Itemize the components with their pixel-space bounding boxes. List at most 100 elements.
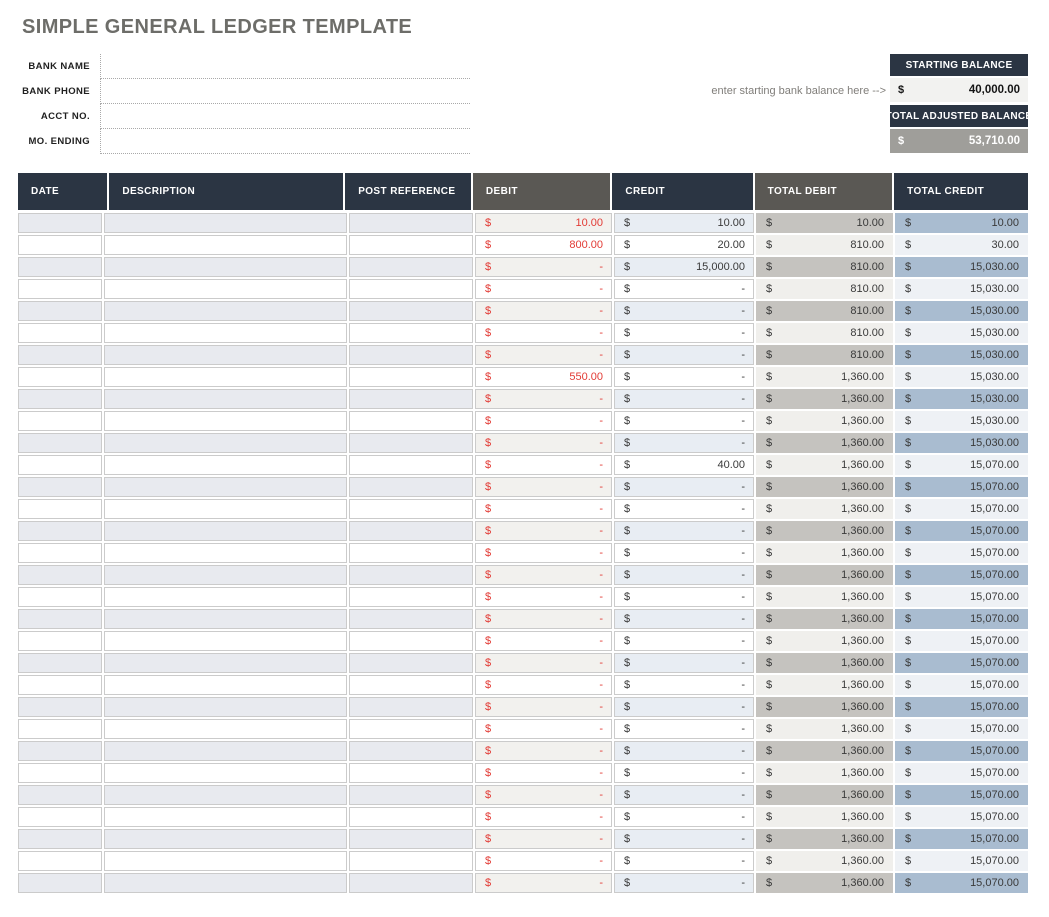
- cell-date[interactable]: [18, 257, 102, 277]
- cell-post-reference[interactable]: [349, 565, 473, 585]
- cell-total-debit[interactable]: $ 810.00: [756, 301, 893, 321]
- cell-description[interactable]: [104, 521, 347, 541]
- cell-credit[interactable]: $ -: [614, 279, 754, 299]
- cell-total-credit[interactable]: $ 15,070.00: [895, 477, 1028, 497]
- cell-debit[interactable]: $ -: [475, 499, 612, 519]
- cell-post-reference[interactable]: [349, 697, 473, 717]
- cell-debit[interactable]: $ -: [475, 653, 612, 673]
- cell-debit[interactable]: $ 800.00: [475, 235, 612, 255]
- cell-post-reference[interactable]: [349, 543, 473, 563]
- cell-post-reference[interactable]: [349, 213, 473, 233]
- cell-credit[interactable]: $ -: [614, 697, 754, 717]
- cell-credit[interactable]: $ -: [614, 763, 754, 783]
- cell-description[interactable]: [104, 279, 347, 299]
- cell-post-reference[interactable]: [349, 301, 473, 321]
- cell-debit[interactable]: $ -: [475, 411, 612, 431]
- cell-credit[interactable]: $ -: [614, 587, 754, 607]
- cell-post-reference[interactable]: [349, 477, 473, 497]
- cell-debit[interactable]: $ -: [475, 389, 612, 409]
- cell-credit[interactable]: $ -: [614, 741, 754, 761]
- cell-date[interactable]: [18, 301, 102, 321]
- cell-debit[interactable]: $ -: [475, 697, 612, 717]
- cell-post-reference[interactable]: [349, 653, 473, 673]
- cell-debit[interactable]: $ -: [475, 851, 612, 871]
- cell-credit[interactable]: $ 10.00: [614, 213, 754, 233]
- cell-total-debit[interactable]: $ 1,360.00: [756, 653, 893, 673]
- cell-credit[interactable]: $ -: [614, 675, 754, 695]
- cell-credit[interactable]: $ -: [614, 631, 754, 651]
- cell-description[interactable]: [104, 543, 347, 563]
- cell-credit[interactable]: $ 20.00: [614, 235, 754, 255]
- mo-ending-field[interactable]: [100, 129, 470, 154]
- cell-description[interactable]: [104, 851, 347, 871]
- cell-post-reference[interactable]: [349, 235, 473, 255]
- cell-description[interactable]: [104, 345, 347, 365]
- cell-date[interactable]: [18, 345, 102, 365]
- bank-name-field[interactable]: [100, 54, 470, 79]
- cell-date[interactable]: [18, 411, 102, 431]
- cell-total-debit[interactable]: $ 810.00: [756, 323, 893, 343]
- cell-debit[interactable]: $ -: [475, 521, 612, 541]
- cell-description[interactable]: [104, 807, 347, 827]
- cell-total-debit[interactable]: $ 1,360.00: [756, 609, 893, 629]
- cell-total-credit[interactable]: $ 15,030.00: [895, 433, 1028, 453]
- cell-post-reference[interactable]: [349, 873, 473, 893]
- cell-description[interactable]: [104, 499, 347, 519]
- cell-post-reference[interactable]: [349, 367, 473, 387]
- cell-description[interactable]: [104, 455, 347, 475]
- cell-credit[interactable]: $ -: [614, 873, 754, 893]
- cell-post-reference[interactable]: [349, 411, 473, 431]
- cell-debit[interactable]: $ -: [475, 257, 612, 277]
- cell-description[interactable]: [104, 653, 347, 673]
- cell-description[interactable]: [104, 367, 347, 387]
- cell-post-reference[interactable]: [349, 609, 473, 629]
- cell-total-credit[interactable]: $ 15,070.00: [895, 653, 1028, 673]
- cell-debit[interactable]: $ -: [475, 609, 612, 629]
- cell-total-credit[interactable]: $ 15,070.00: [895, 675, 1028, 695]
- cell-credit[interactable]: $ -: [614, 367, 754, 387]
- cell-debit[interactable]: $ -: [475, 543, 612, 563]
- cell-date[interactable]: [18, 851, 102, 871]
- cell-post-reference[interactable]: [349, 257, 473, 277]
- cell-date[interactable]: [18, 719, 102, 739]
- cell-debit[interactable]: $ -: [475, 279, 612, 299]
- cell-post-reference[interactable]: [349, 851, 473, 871]
- cell-description[interactable]: [104, 323, 347, 343]
- cell-debit[interactable]: $ -: [475, 455, 612, 475]
- cell-debit[interactable]: $ 10.00: [475, 213, 612, 233]
- cell-total-debit[interactable]: $ 1,360.00: [756, 455, 893, 475]
- cell-total-credit[interactable]: $ 15,070.00: [895, 499, 1028, 519]
- cell-total-credit[interactable]: $ 15,070.00: [895, 719, 1028, 739]
- cell-total-credit[interactable]: $ 10.00: [895, 213, 1028, 233]
- cell-total-credit[interactable]: $ 15,070.00: [895, 565, 1028, 585]
- cell-credit[interactable]: $ -: [614, 829, 754, 849]
- acct-no-field[interactable]: [100, 104, 470, 129]
- cell-total-credit[interactable]: $ 15,030.00: [895, 301, 1028, 321]
- cell-post-reference[interactable]: [349, 499, 473, 519]
- cell-total-debit[interactable]: $ 1,360.00: [756, 719, 893, 739]
- cell-total-credit[interactable]: $ 15,070.00: [895, 807, 1028, 827]
- cell-total-credit[interactable]: $ 15,070.00: [895, 829, 1028, 849]
- cell-total-credit[interactable]: $ 15,070.00: [895, 631, 1028, 651]
- cell-debit[interactable]: $ -: [475, 301, 612, 321]
- cell-total-credit[interactable]: $ 15,070.00: [895, 785, 1028, 805]
- cell-post-reference[interactable]: [349, 587, 473, 607]
- cell-post-reference[interactable]: [349, 389, 473, 409]
- cell-date[interactable]: [18, 697, 102, 717]
- cell-total-debit[interactable]: $ 810.00: [756, 345, 893, 365]
- cell-description[interactable]: [104, 411, 347, 431]
- cell-total-credit[interactable]: $ 15,030.00: [895, 389, 1028, 409]
- cell-date[interactable]: [18, 873, 102, 893]
- cell-post-reference[interactable]: [349, 455, 473, 475]
- cell-description[interactable]: [104, 609, 347, 629]
- cell-total-credit[interactable]: $ 15,070.00: [895, 521, 1028, 541]
- cell-description[interactable]: [104, 829, 347, 849]
- cell-debit[interactable]: $ 550.00: [475, 367, 612, 387]
- cell-date[interactable]: [18, 323, 102, 343]
- cell-debit[interactable]: $ -: [475, 587, 612, 607]
- cell-total-credit[interactable]: $ 15,030.00: [895, 323, 1028, 343]
- cell-credit[interactable]: $ -: [614, 609, 754, 629]
- cell-description[interactable]: [104, 213, 347, 233]
- cell-credit[interactable]: $ -: [614, 719, 754, 739]
- cell-debit[interactable]: $ -: [475, 345, 612, 365]
